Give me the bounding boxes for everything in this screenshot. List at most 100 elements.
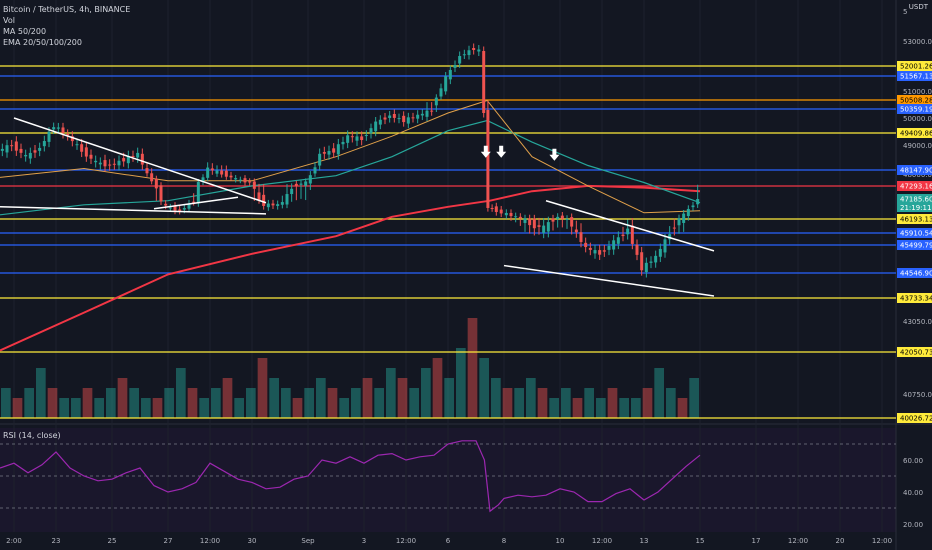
time-tick-label: 17 [752, 537, 761, 545]
candle-body [117, 160, 121, 166]
volume-bar [12, 398, 23, 418]
candle-body [332, 148, 336, 153]
candle-body [499, 209, 503, 214]
candle-body [5, 145, 9, 153]
volume-bar [36, 368, 46, 418]
candle-body [560, 215, 564, 219]
candle-body [24, 154, 28, 157]
candle-body [299, 183, 303, 185]
time-tick-label: 13 [640, 537, 649, 545]
candle-body [672, 227, 676, 229]
volume-bar [444, 378, 454, 418]
volume-bar [211, 388, 221, 418]
candle-body [276, 204, 280, 206]
level-price-tag [897, 61, 932, 71]
candle-body [14, 141, 18, 151]
candle-body [364, 135, 368, 137]
rsi-tick-label: 60.00 [903, 457, 923, 465]
candle-body [187, 203, 191, 209]
candle-body [220, 170, 224, 175]
level-price-label: 50508.28 [900, 97, 932, 105]
candle-body [313, 167, 317, 174]
candle-body [593, 250, 597, 254]
price-tick-label: 53000.00 [903, 38, 932, 46]
volume-bar [141, 398, 151, 418]
volume-bar [106, 388, 116, 418]
level-price-label: 43733.34 [900, 295, 932, 303]
trendline [0, 206, 267, 215]
candle-body [56, 127, 60, 129]
candle-body [178, 209, 182, 211]
candle-body [173, 205, 177, 211]
trendline [545, 200, 715, 252]
candle-body [33, 150, 37, 153]
arrow-down-marker [549, 148, 560, 161]
candle-body [150, 173, 154, 182]
candle-body [257, 192, 261, 201]
volume-bar [654, 368, 664, 418]
candle-body [10, 145, 14, 147]
volume-bar [164, 388, 174, 418]
candle-body [75, 144, 79, 146]
rsi-tick-label: 40.00 [903, 489, 923, 497]
candle-body [640, 252, 644, 271]
candle-body [318, 153, 322, 166]
legend-vol: Vol [3, 16, 15, 25]
candle-body [38, 147, 42, 151]
volume-bar [421, 368, 431, 418]
volume-bar [467, 318, 478, 418]
volume-bar [666, 388, 676, 418]
volume-bar [526, 378, 536, 418]
candle-body [514, 216, 518, 218]
level-price-tag [897, 293, 932, 303]
level-price-label: 47293.16 [900, 183, 932, 191]
chart-legend: Bitcoin / TetherUS, 4h, BINANCE Vol MA 5… [3, 4, 130, 48]
candle-body [341, 141, 345, 145]
volume-bar [642, 388, 653, 418]
candle-body [472, 48, 476, 51]
volume-bar [187, 388, 198, 418]
candle-body [192, 201, 196, 203]
volume-bar [374, 388, 384, 418]
trendline [503, 264, 715, 297]
candle-body [285, 194, 289, 205]
volume-bar [1, 388, 11, 418]
candle-body [406, 117, 410, 124]
rsi-tick-label: 20.00 [903, 521, 923, 529]
candle-body [248, 181, 252, 183]
time-tick-label: 23 [52, 537, 61, 545]
candle-body [168, 207, 172, 209]
ema-100-line [0, 119, 701, 216]
candle-body [626, 228, 630, 235]
time-tick-label: 2:00 [6, 537, 22, 545]
volume-bar [339, 398, 349, 418]
time-tick-label: 15 [696, 537, 705, 545]
level-price-label: 42050.73 [900, 349, 932, 357]
price-axis-top-label: 5 [903, 8, 907, 16]
level-price-label: 52001.26 [900, 63, 932, 71]
volume-bar [82, 388, 93, 418]
candle-body [206, 167, 210, 178]
candle-body [388, 115, 392, 118]
level-price-label: 51567.13 [900, 73, 932, 81]
volume-bar [281, 388, 291, 418]
candle-body [229, 175, 233, 178]
volume-bar [47, 388, 58, 418]
volume-bar [456, 348, 466, 418]
level-price-label: 49409.86 [900, 130, 932, 138]
candle-body [98, 162, 102, 165]
volume-bar [152, 398, 163, 418]
candle-body [336, 144, 340, 155]
candle-body [271, 203, 275, 206]
candle-body [308, 175, 312, 184]
time-tick-label: 6 [446, 537, 451, 545]
level-price-tag [897, 413, 932, 423]
candle-body [369, 128, 373, 134]
level-price-tag [897, 347, 932, 357]
candle-body [182, 208, 186, 210]
volume-bar [386, 368, 396, 418]
candle-body [262, 194, 266, 206]
volume-bar [117, 378, 128, 418]
candle-body [374, 121, 378, 132]
